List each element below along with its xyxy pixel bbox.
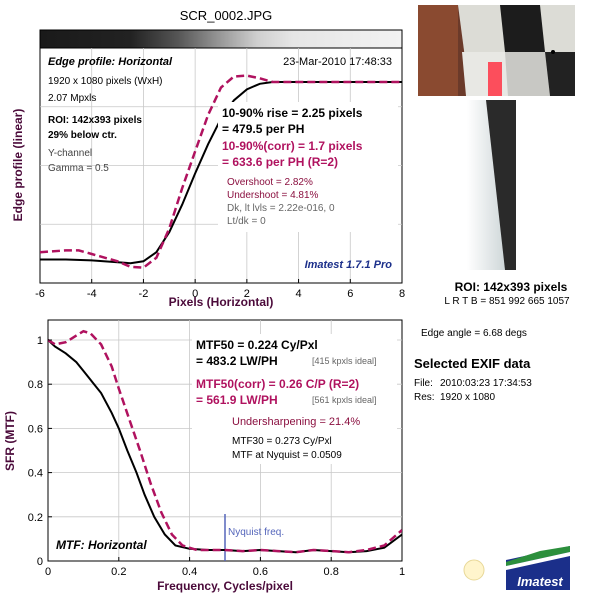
mtf-y-tick-label: 0.4 bbox=[28, 468, 43, 480]
mtf30-value: MTF30 = 0.273 Cy/Pxl bbox=[232, 436, 332, 447]
imatest-logo-text: Imatest bbox=[517, 574, 563, 589]
roi-lrtb: L R T B = 851 992 665 1057 bbox=[444, 296, 570, 307]
edge-x-tick-label: -6 bbox=[35, 288, 45, 300]
rise-per-ph: = 479.5 per PH bbox=[222, 122, 304, 136]
edge-profile-measured-line bbox=[40, 81, 402, 265]
mtf-x-tick-label: 0.2 bbox=[111, 566, 126, 578]
undershoot-value: Undershoot = 4.81% bbox=[227, 190, 319, 201]
edge-panel-date: 23-Mar-2010 17:48:33 bbox=[283, 56, 392, 68]
pin-icon bbox=[463, 559, 485, 581]
dark-light-levels: Dk, lt lvls = 2.22e-016, 0 bbox=[227, 203, 335, 214]
mtf50-ideal: [415 kpxls ideal] bbox=[312, 356, 377, 366]
edge-angle: Edge angle = 6.68 degs bbox=[421, 328, 527, 339]
edge-stats-box bbox=[218, 102, 398, 232]
mtf50-value: MTF50 = 0.224 Cy/Pxl bbox=[196, 338, 318, 352]
edge-ramp-image bbox=[39, 29, 403, 49]
mtf-x-tick-label: 0 bbox=[45, 566, 51, 578]
chart-thumbnail bbox=[418, 5, 575, 96]
window-title: SCR_0002.JPG bbox=[180, 8, 273, 23]
mtf-y-ticks: 0 0.2 0.4 0.6 0.8 1 bbox=[28, 335, 52, 568]
mtf-corrected-line bbox=[48, 329, 402, 554]
gamma-info: Gamma = 0.5 bbox=[48, 163, 109, 174]
mtf-y-tick-label: 0.6 bbox=[28, 423, 43, 435]
mtf-x-axis-label: Frequency, Cycles/pixel bbox=[157, 579, 293, 593]
edge-x-tick-label: 0 bbox=[192, 288, 198, 300]
edge-panel-title: Edge profile: Horizontal bbox=[48, 56, 173, 68]
mtf-at-nyquist: MTF at Nyquist = 0.0509 bbox=[232, 450, 342, 461]
mtf50-corrected-lwph: = 561.9 LW/PH bbox=[196, 393, 278, 407]
exif-file-value: 2010:03:23 17:34:53 bbox=[440, 378, 532, 389]
rise-pixels: 10-90% rise = 2.25 pixels bbox=[222, 106, 363, 120]
megapixel-info: 2.07 Mpxls bbox=[48, 93, 96, 104]
roi-info: ROI: 142x393 pixels bbox=[48, 115, 142, 126]
overshoot-value: Overshoot = 2.82% bbox=[227, 177, 313, 188]
mtf-y-tick-label: 1 bbox=[37, 335, 43, 347]
edge-x-tick-label: 8 bbox=[399, 288, 405, 300]
light-dark-ratio: Lt/dk = 0 bbox=[227, 216, 266, 227]
channel-info: Y-channel bbox=[48, 148, 92, 159]
roi-crop-light-side bbox=[467, 100, 505, 270]
corrected-rise-pixels: 10-90%(corr) = 1.7 pixels bbox=[222, 139, 363, 153]
roi-crop-image bbox=[467, 100, 516, 270]
mtf50-corrected-value: MTF50(corr) = 0.26 C/P (R=2) bbox=[196, 377, 359, 391]
undersharpening-value: Undersharpening = 21.4% bbox=[232, 416, 360, 428]
edge-y-axis-label: Edge profile (linear) bbox=[11, 109, 25, 222]
mtf50-corrected-ideal: [561 kpxls ideal] bbox=[312, 395, 377, 405]
edge-profile-corrected-line bbox=[40, 74, 402, 269]
mtf-y-tick-label: 0 bbox=[37, 556, 43, 568]
exif-title: Selected EXIF data bbox=[414, 356, 531, 371]
mtf-x-tick-label: 0.6 bbox=[253, 566, 268, 578]
mtf-stats-box bbox=[192, 334, 397, 464]
edge-x-axis-label: Pixels (Horizontal) bbox=[169, 295, 274, 309]
edge-x-tick-label: 6 bbox=[347, 288, 353, 300]
exif-res-key: Res: bbox=[414, 392, 435, 403]
imatest-logo: Imatest bbox=[506, 546, 570, 590]
mtf-x-tick-label: 0.4 bbox=[182, 566, 197, 578]
edge-x-tick-label: 2 bbox=[244, 288, 250, 300]
edge-x-tick-label: -4 bbox=[87, 288, 97, 300]
thumbnail-checker-dark bbox=[500, 5, 545, 52]
edge-x-ticks: -6 -4 -2 0 2 4 6 8 bbox=[35, 279, 405, 300]
roi-position-info: 29% below ctr. bbox=[48, 130, 117, 141]
imatest-version: Imatest 1.7.1 Pro bbox=[305, 259, 393, 271]
exif-res-value: 1920 x 1080 bbox=[440, 392, 495, 403]
exif-file-key: File: bbox=[414, 378, 433, 389]
nyquist-label: Nyquist freq. bbox=[228, 527, 284, 538]
edge-x-tick-label: 4 bbox=[296, 288, 302, 300]
mtf-panel-title: MTF: Horizontal bbox=[56, 538, 147, 552]
mtf-y-tick-label: 0.2 bbox=[28, 512, 43, 524]
corrected-rise-per-ph: = 633.6 per PH (R=2) bbox=[222, 155, 338, 169]
thumbnail-roi-marker bbox=[488, 62, 502, 96]
mtf-y-tick-label: 0.8 bbox=[28, 379, 43, 391]
roi-title: ROI: 142x393 pixels bbox=[455, 280, 568, 294]
image-size-info: 1920 x 1080 pixels (WxH) bbox=[48, 76, 163, 87]
mtf-x-tick-label: 0.8 bbox=[324, 566, 339, 578]
mtf-y-axis-label: SFR (MTF) bbox=[3, 411, 17, 471]
mtf-x-tick-label: 1 bbox=[399, 566, 405, 578]
mtf-x-ticks: 0 0.2 0.4 0.6 0.8 1 bbox=[45, 557, 405, 578]
edge-x-tick-label: -2 bbox=[139, 288, 149, 300]
mtf50-lwph: = 483.2 LW/PH bbox=[196, 354, 278, 368]
